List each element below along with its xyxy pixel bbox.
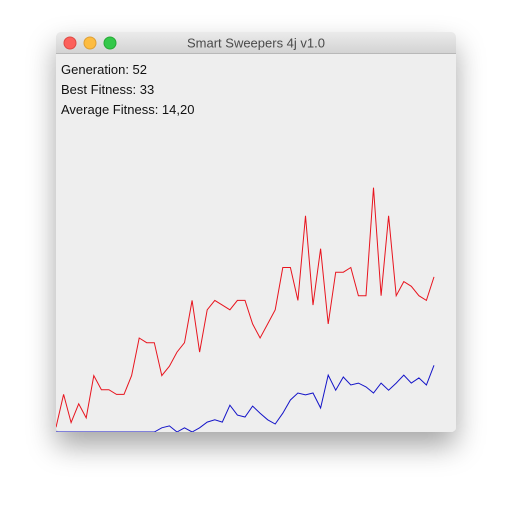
fitness-graph (56, 187, 435, 432)
window-title: Smart Sweepers 4j v1.0 (187, 36, 325, 51)
window-frame (56, 32, 456, 432)
stat-label: Generation: 52 (61, 62, 147, 77)
window: Smart Sweepers 4j v1.0 Generation: 52 Be… (56, 32, 456, 432)
title-bar (56, 32, 456, 53)
fitness-line (56, 365, 435, 432)
zoom-button[interactable] (103, 36, 117, 50)
fitness-line (56, 187, 435, 428)
stat-label: Best Fitness: 33 (61, 82, 154, 97)
minimize-button[interactable] (83, 36, 97, 50)
stat-label: Average Fitness: 14,20 (61, 102, 194, 117)
close-button[interactable] (63, 36, 77, 50)
